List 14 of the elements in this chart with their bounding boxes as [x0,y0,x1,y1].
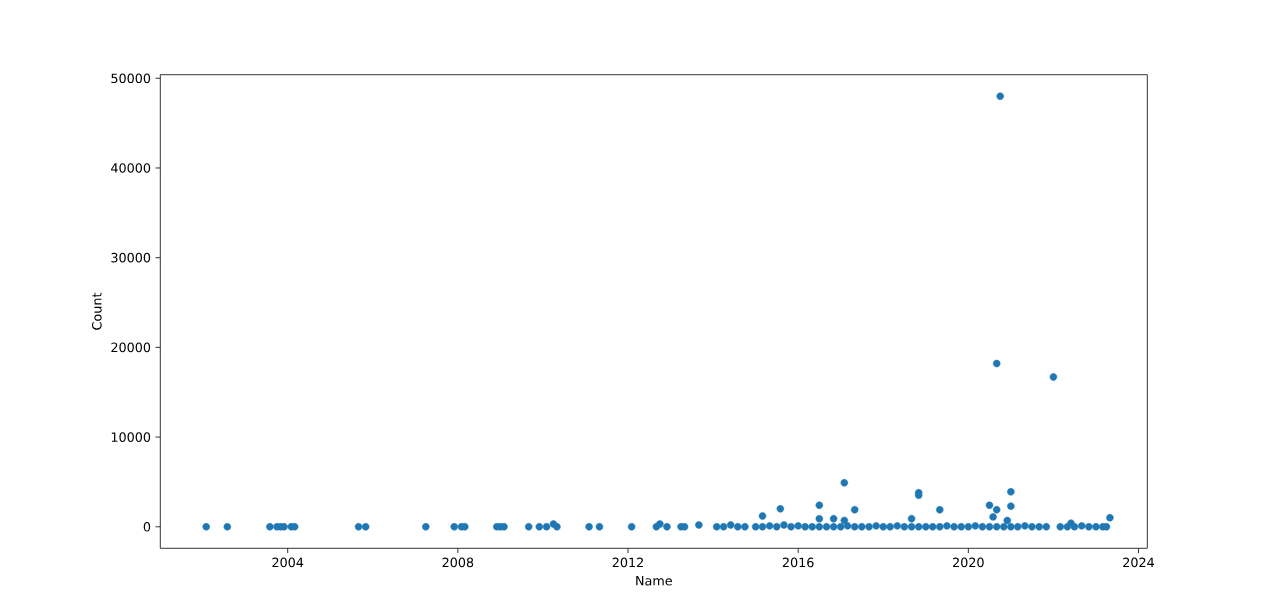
y-tick-label: 30000 [111,252,151,263]
y-tick-label: 10000 [111,432,151,442]
x-tick-label: 2024 [1123,557,1154,568]
x-tick-label: 2016 [782,557,814,568]
y-tick-label: 40000 [111,163,151,173]
x-tick-label: 2008 [442,557,474,568]
y-axis-title: Count [92,292,102,330]
x-tick-label: 2012 [612,557,643,568]
y-tick-label: 50000 [111,73,151,84]
x-tick-label: 2004 [272,557,304,568]
y-tick-label: 20000 [111,342,151,353]
x-axis-title: Name [636,576,672,586]
y-tick-label: 0 [143,521,151,532]
x-tick-label: 2020 [953,557,984,568]
